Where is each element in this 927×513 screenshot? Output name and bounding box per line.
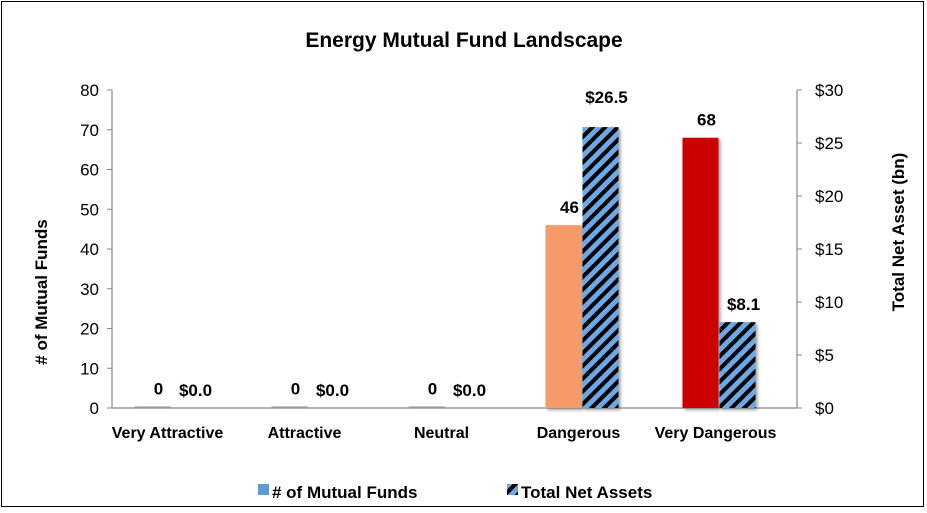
data-label-assets: $0.0	[453, 381, 486, 400]
y2-tick-label: $10	[815, 293, 843, 312]
y-tick-label: 40	[80, 240, 99, 259]
y2-tick-label: $15	[815, 240, 843, 259]
y2-axis-label: Total Net Asset (bn)	[889, 153, 908, 312]
y2-tick-label: $5	[815, 346, 834, 365]
bar-funds	[545, 225, 582, 408]
x-tick-label: Very Attractive	[112, 425, 224, 442]
data-label-funds: 0	[291, 380, 300, 399]
y-tick-label: 0	[90, 399, 99, 418]
y2-tick-label: $25	[815, 134, 843, 153]
bar-assets	[719, 322, 756, 408]
bar-funds	[408, 406, 445, 408]
axes: 0 10 20 30 40 50 60 70 80 $0 $5 $10 $15 $20 $25 $30 Very…	[80, 81, 843, 442]
legend-label-assets: Total Net Assets	[521, 483, 652, 502]
x-tick-label: Dangerous	[537, 425, 621, 442]
chart-title: Energy Mutual Fund Landscape	[305, 29, 622, 52]
data-label-funds: 46	[560, 198, 579, 217]
x-tick-label: Very Dangerous	[655, 425, 777, 442]
legend-swatch-assets	[507, 484, 518, 495]
bars	[134, 127, 756, 408]
legend-swatch-funds	[258, 484, 269, 495]
y2-tick-label: $20	[815, 187, 843, 206]
data-label-assets: $26.5	[585, 88, 628, 107]
bar-funds	[682, 137, 719, 408]
y2-tick-label: $30	[815, 81, 843, 100]
data-labels: 0 $0.0 0 $0.0 0 $0.0 46 $26.5 68 $8.1	[154, 88, 760, 400]
y-tick-label: 60	[80, 161, 99, 180]
data-label-funds: 0	[154, 380, 163, 399]
bar-assets	[582, 127, 619, 408]
y-tick-label: 10	[80, 359, 99, 378]
data-label-funds: 68	[697, 111, 716, 130]
x-tick-label: Attractive	[268, 425, 342, 442]
bar-funds	[134, 406, 171, 408]
data-label-assets: $0.0	[316, 381, 349, 400]
y-tick-label: 80	[80, 81, 99, 100]
legend: # of Mutual Funds Total Net Assets	[258, 483, 652, 502]
y-tick-label: 30	[80, 280, 99, 299]
bar-funds	[271, 406, 308, 408]
y2-tick-label: $0	[815, 399, 834, 418]
y-tick-label: 50	[80, 200, 99, 219]
y-axis-label: # of Mutual Funds	[32, 219, 51, 364]
y-tick-label: 70	[80, 121, 99, 140]
legend-label-funds: # of Mutual Funds	[272, 483, 417, 502]
y-tick-label: 20	[80, 320, 99, 339]
x-tick-label: Neutral	[414, 425, 469, 442]
data-label-assets: $0.0	[179, 381, 212, 400]
data-label-assets: $8.1	[727, 295, 760, 314]
data-label-funds: 0	[428, 380, 437, 399]
